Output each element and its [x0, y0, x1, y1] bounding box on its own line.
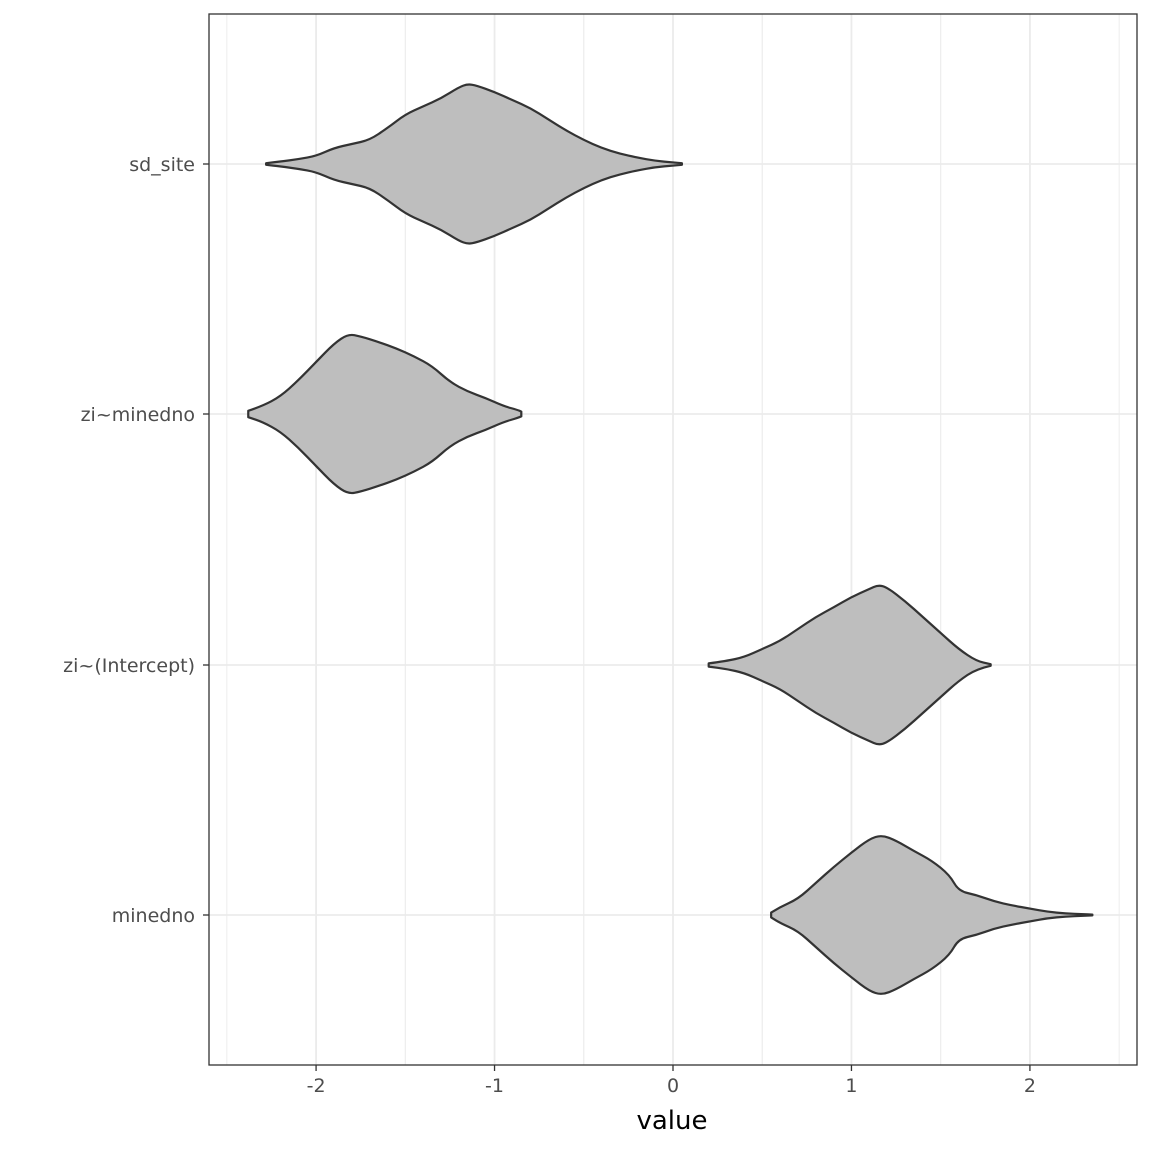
violin-zi-intercept: [707, 584, 992, 746]
violin-sd-site: [265, 83, 684, 245]
y-tick-label: minedno: [112, 905, 195, 927]
x-tick-label: -2: [307, 1075, 326, 1097]
y-tick-label: sd_site: [129, 154, 195, 176]
x-axis-title: value: [636, 1106, 707, 1136]
x-tick-label: 0: [667, 1075, 679, 1097]
y-tick-label: zi~minedno: [81, 404, 195, 426]
violin-zi-minedno: [247, 333, 523, 495]
violin-minedno: [770, 835, 1094, 995]
x-tick-label: -1: [485, 1075, 504, 1097]
x-axis: -2 -1 0 1 2: [307, 1065, 1036, 1097]
y-axis: sd_site zi~minedno zi~(Intercept) minedno: [63, 154, 209, 927]
x-tick-label: 1: [845, 1075, 857, 1097]
x-tick-label: 2: [1024, 1075, 1036, 1097]
violins: [247, 83, 1094, 995]
y-tick-label: zi~(Intercept): [63, 655, 195, 677]
